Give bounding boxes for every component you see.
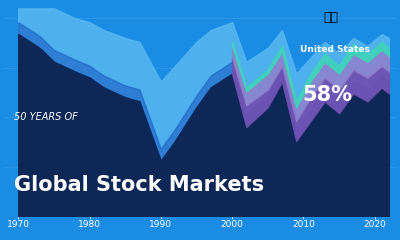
Text: 🇺🇸: 🇺🇸 [324,11,339,24]
Text: United States: United States [300,45,370,54]
Text: 58%: 58% [302,85,352,105]
Text: Global Stock Markets: Global Stock Markets [14,175,264,195]
Text: 50 YEARS OF: 50 YEARS OF [14,112,78,122]
